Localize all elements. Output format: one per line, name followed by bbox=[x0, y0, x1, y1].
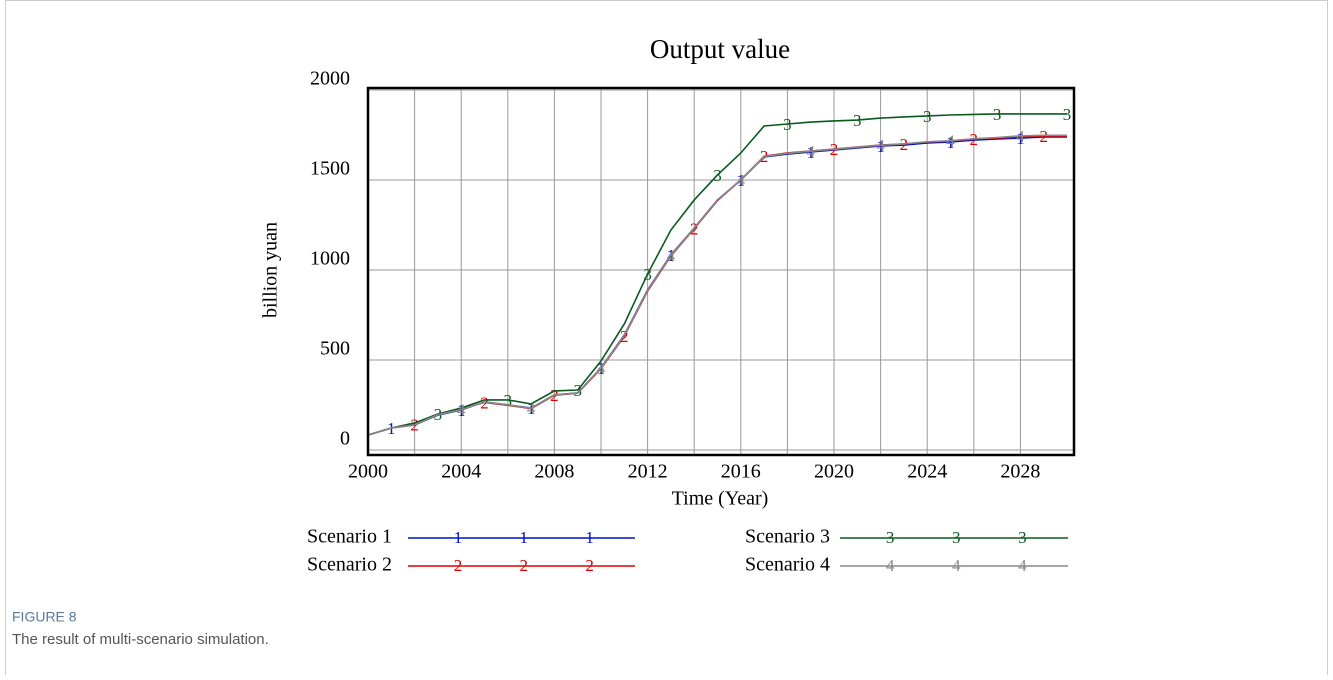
series-marker: 1 bbox=[1016, 129, 1025, 148]
series-marker: 1 bbox=[946, 133, 955, 152]
legend-label: Scenario 1 bbox=[307, 526, 392, 548]
series-marker: 3 bbox=[923, 107, 932, 126]
y-axis-label: billion yuan bbox=[260, 222, 282, 318]
series-marker: 3 bbox=[1063, 105, 1072, 124]
series-marker: 4 bbox=[457, 401, 466, 420]
x-tick-label: 2008 bbox=[534, 461, 574, 483]
figure-frame bbox=[5, 0, 1328, 680]
series-marker: 3 bbox=[783, 115, 792, 134]
legend-marker: 3 bbox=[886, 528, 895, 547]
x-tick-label: 2004 bbox=[441, 461, 481, 483]
y-tick-label: 2000 bbox=[310, 68, 350, 90]
series-marker: 2 bbox=[1039, 127, 1048, 146]
y-tick-label: 0 bbox=[340, 428, 350, 450]
x-tick-label: 2028 bbox=[1000, 461, 1040, 483]
legend-label: Scenario 4 bbox=[745, 554, 830, 576]
x-tick-label: 2000 bbox=[348, 461, 388, 483]
series-marker: 4 bbox=[876, 136, 885, 155]
series-marker: 4 bbox=[667, 246, 676, 265]
series-marker: 3 bbox=[504, 391, 513, 410]
series-marker: 4 bbox=[597, 359, 606, 378]
series-marker: 3 bbox=[713, 166, 722, 185]
x-tick-label: 2012 bbox=[628, 461, 668, 483]
x-tick-label: 2016 bbox=[721, 461, 761, 483]
legend-marker: 2 bbox=[520, 556, 529, 575]
legend-marker: 4 bbox=[1018, 556, 1027, 575]
legend-marker: 4 bbox=[952, 556, 961, 575]
legend-marker: 2 bbox=[454, 556, 463, 575]
series-marker: 4 bbox=[737, 171, 746, 190]
legend-marker: 2 bbox=[585, 556, 594, 575]
series-line bbox=[367, 113, 1068, 436]
y-tick-label: 1500 bbox=[310, 158, 350, 180]
legend-marker: 3 bbox=[952, 528, 961, 547]
series-marker: 4 bbox=[1016, 127, 1025, 146]
caption-label: FIGURE 8 bbox=[12, 609, 77, 625]
y-tick-label: 1000 bbox=[310, 248, 350, 270]
x-tick-label: 2020 bbox=[814, 461, 854, 483]
x-axis-label: Time (Year) bbox=[672, 488, 769, 510]
series-line bbox=[367, 134, 1068, 436]
series-marker: 4 bbox=[946, 132, 955, 151]
legend-marker: 1 bbox=[585, 528, 594, 547]
legend-label: Scenario 3 bbox=[745, 526, 830, 548]
series-marker: 4 bbox=[806, 142, 815, 161]
legend-label: Scenario 2 bbox=[307, 554, 392, 576]
series-marker: 3 bbox=[573, 381, 582, 400]
plot-frame bbox=[366, 86, 1076, 457]
y-tick-label: 500 bbox=[320, 338, 350, 360]
series-marker: 1 bbox=[876, 137, 885, 156]
series-marker: 4 bbox=[527, 399, 536, 418]
series-marker: 3 bbox=[853, 111, 862, 130]
x-tick-label: 2024 bbox=[907, 461, 947, 483]
series-marker: 3 bbox=[643, 265, 652, 284]
caption-text: The result of multi-scenario simulation. bbox=[12, 631, 269, 648]
series-marker: 3 bbox=[993, 105, 1002, 124]
chart-title: Output value bbox=[650, 34, 790, 64]
legend-marker: 4 bbox=[886, 556, 895, 575]
legend-marker: 1 bbox=[454, 528, 463, 547]
legend-marker: 3 bbox=[1018, 528, 1027, 547]
series-marker: 1 bbox=[806, 143, 815, 162]
legend-marker: 1 bbox=[520, 528, 529, 547]
